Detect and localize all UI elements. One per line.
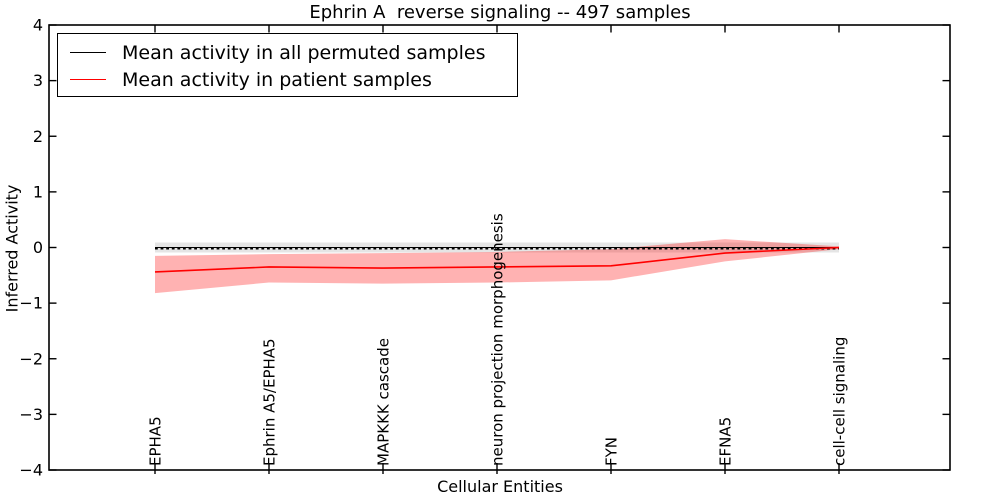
band-patient	[155, 239, 839, 294]
y-tick-label: 3	[33, 71, 43, 90]
legend: Mean activity in all permuted samples Me…	[57, 33, 518, 97]
legend-item-patient: Mean activity in patient samples	[70, 66, 517, 93]
y-tick-label: 1	[33, 182, 43, 201]
y-tick-label: 4	[33, 16, 43, 35]
chart-title: Ephrin A reverse signaling -- 497 sample…	[309, 2, 691, 23]
x-category-label: EPHA5	[147, 416, 165, 466]
legend-label-permuted: Mean activity in all permuted samples	[122, 41, 486, 64]
y-tick-label: 2	[33, 127, 43, 146]
patient-line-sample	[70, 79, 106, 80]
x-category-label: FYN	[603, 437, 621, 466]
permuted-line-sample	[70, 52, 106, 53]
y-tick-label: 0	[33, 238, 43, 257]
x-category-label: cell-cell signaling	[831, 337, 849, 466]
y-tick-label: −4	[19, 461, 43, 480]
y-tick-label: −3	[19, 405, 43, 424]
y-axis-label: Inferred Activity	[2, 184, 22, 313]
mean-line-patient	[154, 246, 840, 273]
x-category-label: MAPKKK cascade	[375, 338, 393, 466]
legend-item-permuted: Mean activity in all permuted samples	[70, 39, 517, 66]
legend-label-patient: Mean activity in patient samples	[122, 68, 432, 91]
x-category-label: neuron projection morphogenesis	[489, 213, 507, 466]
x-category-label: EFNA5	[717, 417, 735, 466]
x-category-label: Ephrin A5/EPHA5	[261, 338, 279, 466]
x-axis-label: Cellular Entities	[437, 477, 563, 496]
y-tick-label: −2	[19, 349, 43, 368]
y-tick-label: −1	[19, 294, 43, 313]
